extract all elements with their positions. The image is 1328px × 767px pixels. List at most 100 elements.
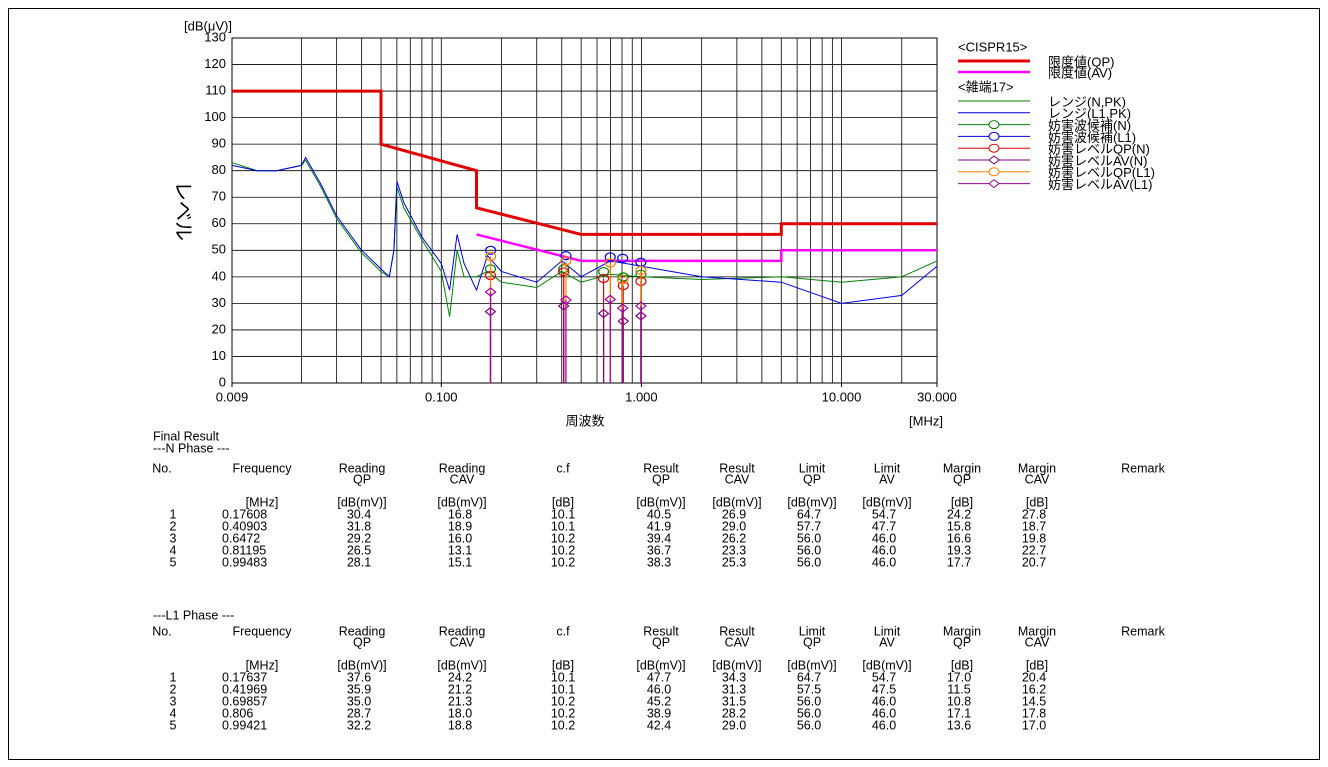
legend-label: レンジ(N,PK): [1048, 94, 1126, 109]
x-label: 周波数: [565, 413, 604, 428]
legend-marker: [988, 131, 1000, 141]
marker: [604, 252, 616, 262]
marker: [597, 308, 610, 319]
marker: [560, 251, 572, 261]
x-tick-label: 10.000: [822, 389, 862, 404]
column-header: Remark: [1121, 461, 1166, 475]
table-cell: 20.7: [1022, 555, 1046, 569]
table-cell: 64.7: [797, 507, 821, 521]
table-cell: 10.2: [551, 694, 575, 708]
column-unit: [dB(mV)]: [337, 658, 386, 672]
column-unit: [dB(mV)]: [712, 658, 761, 672]
table-cell: 40.5: [647, 507, 671, 521]
y-tick-label: 90: [212, 136, 226, 151]
column-sub: CAV: [450, 635, 475, 649]
table-cell: 42.4: [647, 718, 671, 732]
column-unit: [dB(mV)]: [437, 495, 486, 509]
table-cell: 1: [170, 507, 177, 521]
table-cell: 0.81195: [222, 543, 266, 557]
column-header: Reading: [439, 461, 486, 475]
table-cell: 47.7: [872, 519, 896, 533]
table-cell: 31.5: [722, 694, 746, 708]
table-cell: 57.7: [797, 519, 821, 533]
table-cell: 10.2: [551, 531, 575, 545]
legend-group-title: <雑端17>: [958, 79, 1014, 94]
table-cell: 56.0: [797, 718, 821, 732]
table-cell: 56.0: [797, 694, 821, 708]
column-header: Margin: [1018, 461, 1056, 475]
table-cell: 46.0: [872, 718, 896, 732]
table-cell: 16.8: [448, 507, 472, 521]
plot-area: [231, 37, 938, 384]
table-cell: 0.41969: [222, 682, 267, 696]
table-cell: 23.3: [722, 543, 746, 557]
column-header: Frequency: [232, 624, 292, 638]
marker: [604, 258, 616, 268]
legend-marker: [988, 178, 1000, 189]
table-cell: 15.1: [448, 555, 472, 569]
x-unit: [MHz]: [909, 413, 943, 428]
table-cell: 56.0: [797, 555, 821, 569]
table-cell: 22.7: [1022, 543, 1046, 557]
table-cell: 10.2: [551, 555, 575, 569]
column-unit: [dB(mV)]: [337, 495, 386, 509]
column-header: No.: [152, 624, 171, 638]
table-cell: 56.0: [797, 706, 821, 720]
table-cell: 46.0: [872, 543, 896, 557]
table-cell: 29.2: [347, 531, 371, 545]
marker: [617, 275, 629, 285]
marker: [617, 253, 629, 263]
table-cell: 47.5: [872, 682, 896, 696]
column-sub: AV: [879, 635, 895, 649]
column-sub: QP: [652, 635, 670, 649]
marker: [559, 295, 572, 305]
table-cell: 46.0: [872, 531, 896, 545]
table-cell: 36.7: [647, 543, 671, 557]
table-cell: 46.0: [872, 694, 896, 708]
table-cell: 0.69857: [222, 694, 267, 708]
table-cell: 19.8: [1022, 531, 1046, 545]
table-cell: 2: [170, 519, 177, 533]
table-cell: 3: [170, 694, 177, 708]
x-tick-label: 30.000: [917, 389, 957, 404]
table-cell: 25.3: [722, 555, 746, 569]
table-cell: 0.6472: [222, 531, 260, 545]
table-cell: 17.0: [947, 670, 971, 684]
table-cell: 1: [170, 670, 177, 684]
x-tick-label: 0.100: [425, 389, 458, 404]
table-title: Final Result: [153, 429, 220, 443]
table-cell: 5: [170, 555, 177, 569]
legend-label: 妨害レベルAV(L1): [1048, 177, 1153, 192]
table-cell: 28.1: [347, 555, 371, 569]
marker: [634, 301, 647, 311]
marker: [604, 294, 617, 305]
y-tick-label: 80: [212, 162, 226, 177]
y-tick-label: 10: [212, 348, 226, 363]
table-cell: 32.2: [347, 718, 371, 732]
legend-label: 妨害レベルQP(L1): [1048, 165, 1155, 180]
column-header: Result: [719, 624, 755, 638]
table-cell: 5: [170, 718, 177, 732]
column-header: Limit: [799, 624, 826, 638]
column-unit: [dB(mV)]: [787, 495, 836, 509]
legend-label: 妨害波候補(L1): [1048, 130, 1136, 145]
column-header: Margin: [943, 461, 981, 475]
table-cell: 0.99483: [222, 555, 267, 569]
table-cell: 64.7: [797, 670, 821, 684]
table-cell: 18.8: [448, 718, 472, 732]
column-sub: QP: [803, 635, 821, 649]
column-unit: [MHz]: [246, 495, 279, 509]
table-cell: 20.4: [1022, 670, 1046, 684]
table-cell: 10.1: [551, 682, 575, 696]
table-cell: 41.9: [647, 519, 671, 533]
marker: [597, 273, 610, 284]
y-tick-label: 120: [204, 56, 226, 71]
marker: [635, 265, 647, 276]
table-cell: 54.7: [872, 670, 896, 684]
column-sub: CAV: [725, 472, 750, 486]
y-tick-label: 20: [212, 321, 226, 336]
table-cell: 28.2: [722, 706, 746, 720]
x-tick-label: 1.000: [625, 389, 658, 404]
column-sub: CAV: [725, 635, 750, 649]
table-cell: 24.2: [947, 507, 971, 521]
